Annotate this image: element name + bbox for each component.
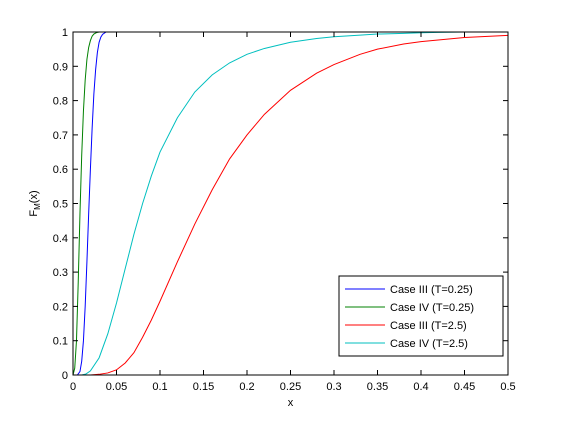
y-axis-label: FM(x) (28, 190, 42, 216)
x-tick-label: 0.4 (413, 381, 428, 393)
y-tick-label: 0 (62, 370, 68, 382)
series-line-2 (73, 34, 509, 376)
series-line-1 (72, 31, 508, 376)
x-tick-label: 0.35 (367, 381, 388, 393)
x-tick-label: 0.3 (326, 381, 341, 393)
y-tick-label: 0.4 (53, 233, 68, 245)
series-line-0 (73, 31, 508, 376)
x-tick-label: 0.05 (106, 381, 127, 393)
legend-label-3: Case IV (T=2.5) (390, 338, 468, 350)
y-tick-label: 0.5 (53, 199, 68, 211)
x-tick-label: 0.45 (454, 381, 475, 393)
y-tick-label: 0.6 (53, 164, 68, 176)
x-axis-label: x (288, 397, 294, 409)
ticks-layer: 0 0.05 0.1 0.15 0.2 0.25 0.3 0.35 0.4 0.45 0.5 0 0.1… (53, 27, 516, 393)
y-axis-label-main: F (28, 210, 40, 217)
legend-label-1: Case IV (T=0.25) (390, 302, 474, 314)
legend-label-2: Case III (T=2.5) (390, 320, 467, 332)
y-tick-label: 0.2 (53, 301, 68, 313)
y-tick-label: 0.3 (53, 267, 68, 279)
y-tick-label: 0.8 (53, 96, 68, 108)
y-axis-label-tail: (x) (28, 190, 40, 203)
series-layer (72, 31, 509, 376)
x-tick-label: 0.2 (239, 381, 254, 393)
legend-label-0: Case III (T=0.25) (390, 284, 473, 296)
x-tick-label: 0.5 (500, 381, 515, 393)
x-tick-label: 0 (70, 381, 76, 393)
x-tick-label: 0.1 (152, 381, 167, 393)
y-tick-label: 1 (62, 27, 68, 39)
y-tick-label: 0.9 (53, 61, 68, 73)
x-tick-label: 0.25 (280, 381, 301, 393)
x-tick-label: 0.15 (193, 381, 214, 393)
series-line-3 (73, 31, 508, 376)
y-tick-label: 0.1 (53, 336, 68, 348)
y-axis-label-subscript: M (33, 203, 42, 210)
legend: Case III (T=0.25) Case IV (T=0.25) Case II… (338, 275, 504, 357)
y-tick-label: 0.7 (53, 130, 68, 142)
